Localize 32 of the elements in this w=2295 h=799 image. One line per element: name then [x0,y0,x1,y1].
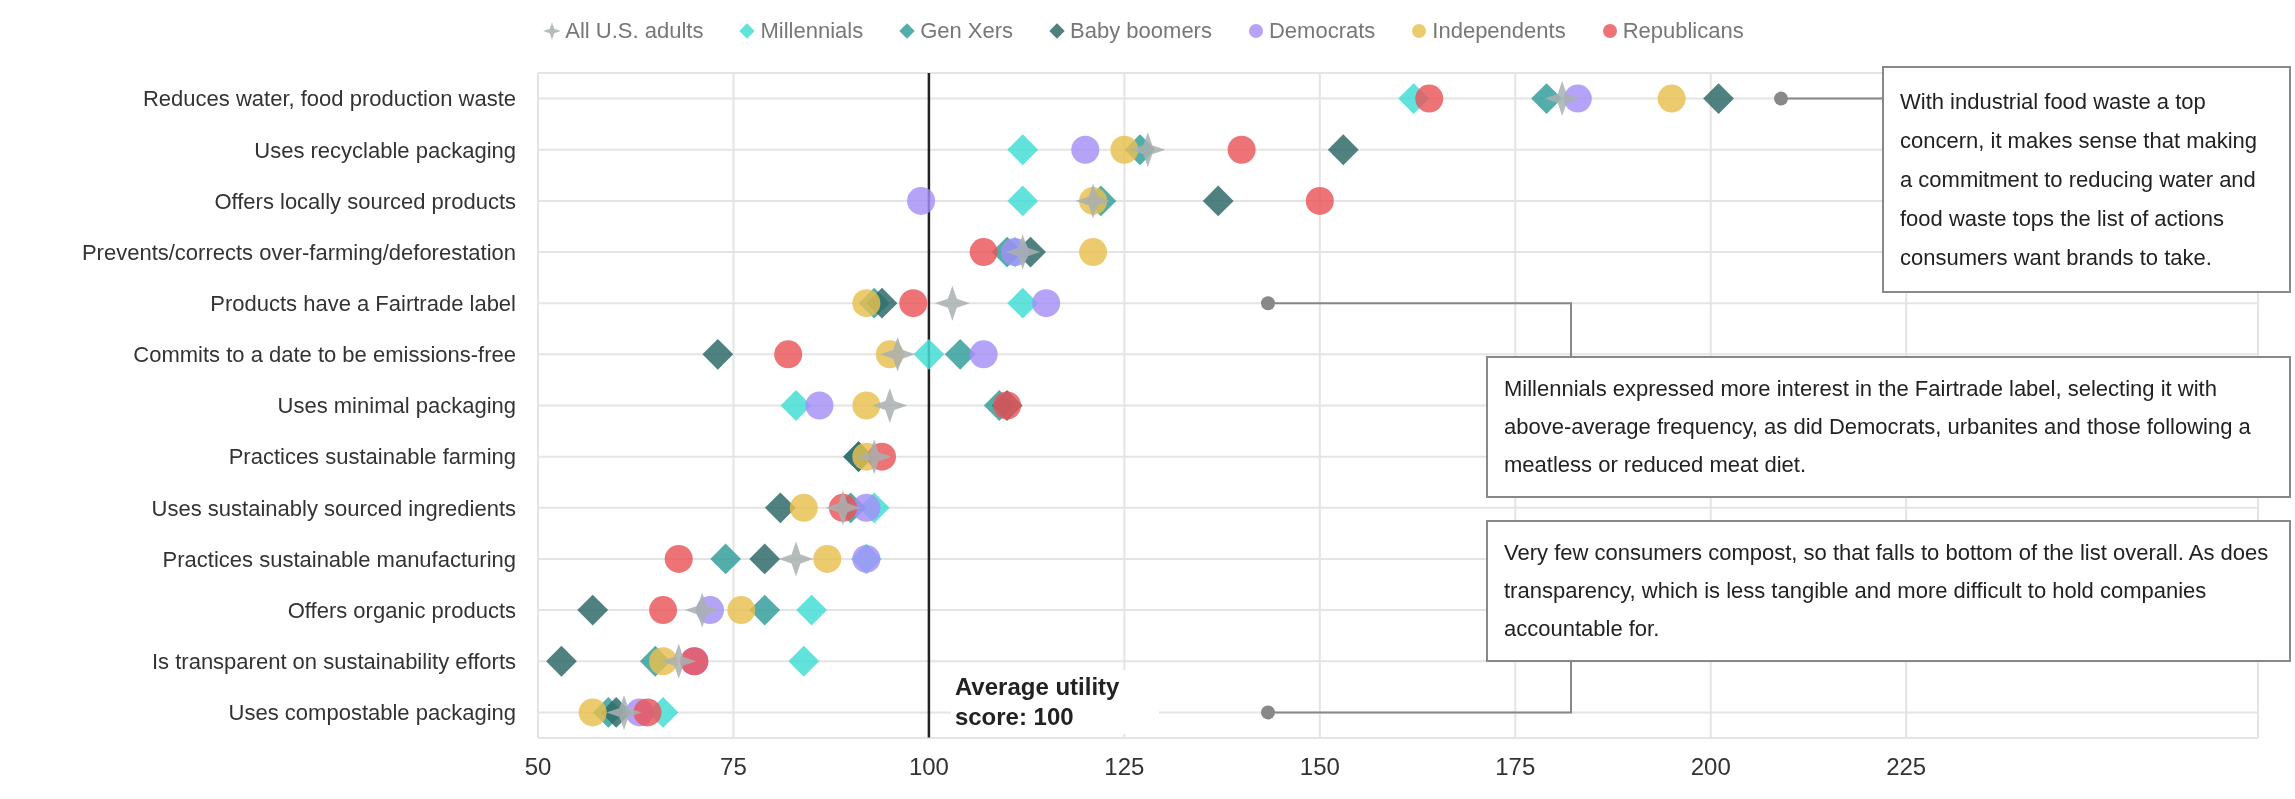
y-tick-label: Products have a Fairtrade label [210,291,516,316]
x-tick-label: 75 [720,753,747,781]
x-tick-label: 50 [524,753,552,781]
y-tick-label: Reduces water, food production waste [142,86,516,112]
legend-label: Democrats [1268,18,1376,44]
legend-label: All U.S. adults [565,18,704,44]
y-tick-label: Offers locally sourced products [214,188,516,214]
legend-label: Independents [1432,18,1566,44]
y-tick-label: Practices sustainable farming [228,444,516,470]
x-tick-label: 150 [1299,753,1340,781]
x-tick-label: 225 [1886,753,1927,781]
callout-box: Very few consumers compost, so that falls to bottom of the list overall. As does transparency, which is less tangible and more difficult to hold companies accountable for. [1486,520,2291,662]
legend-label: Republicans [1622,18,1744,44]
y-tick-label: Uses recyclable packaging [254,137,516,163]
y-tick-label: Uses minimal packaging [277,393,516,419]
legend-label: Millennials [760,18,864,44]
x-tick-label: 200 [1690,753,1731,781]
x-tick-label: 175 [1495,753,1536,781]
y-tick-label: Commits to a date to be emissions-free [133,342,516,368]
x-tick-label: 100 [908,753,949,781]
y-tick-label: Uses sustainably sourced ingredients [151,495,516,521]
y-tick-label: Is transparent on sustainability efforts [151,649,516,675]
legend-label: Baby boomers [1070,18,1212,44]
callout-box: Millennials expressed more interest in the Fairtrade label, selecting it with above-average frequency, as did Democrats, urbanites and those following a meatless or reduced meat diet. [1486,356,2291,498]
x-tick-label: 125 [1104,753,1145,781]
y-tick-label: Offers organic products [287,597,516,623]
ref-line-label: Average utility score: 100 [950,670,1159,734]
y-tick-label: Uses compostable packaging [228,700,516,726]
legend-label: Gen Xers [920,18,1014,44]
callout-box: With industrial food waste a top concern, it makes sense that making a commitment to reducing water and food waste tops the list of actions consumers want brands to take. [1882,66,2291,293]
y-tick-label: Prevents/corrects over-farming/deforestation [81,239,516,265]
y-tick-label: Practices sustainable manufacturing [162,546,516,572]
